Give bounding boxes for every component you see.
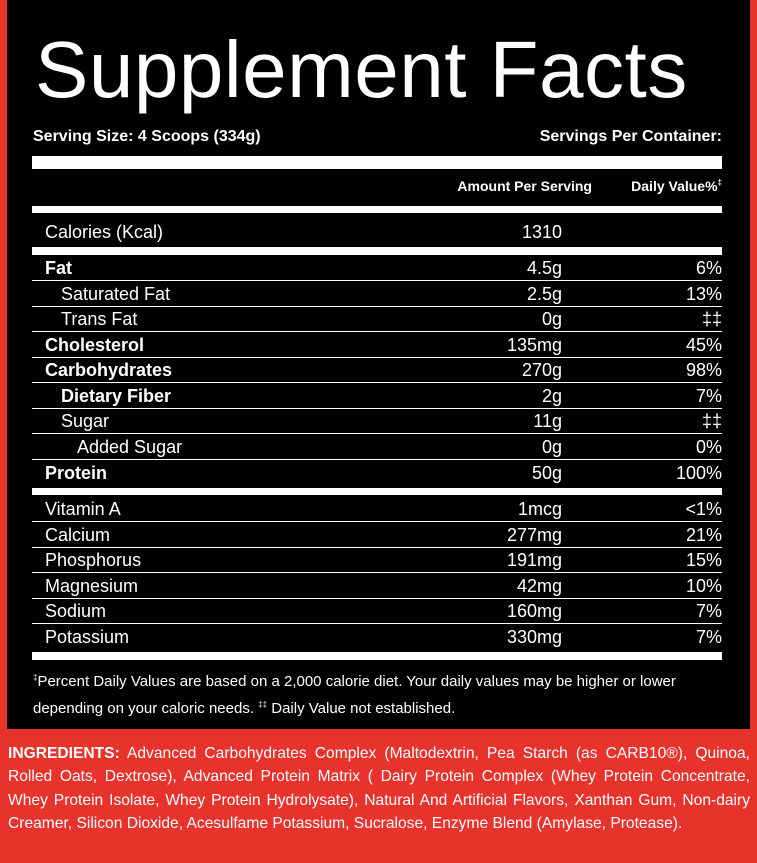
nutrient-name: Carbohydrates [45, 360, 173, 380]
nutrient-row-cholesterol: Cholesterol 135mg 45% [32, 333, 722, 358]
nutrient-dv: 0% [695, 437, 722, 457]
ingredients-text: Advanced Carbohydrates Complex (Maltodex… [8, 745, 750, 833]
nutrient-name: Vitamin A [45, 499, 121, 519]
nutrient-row-trans-fat: Trans Fat 0g ‡‡ [32, 307, 722, 332]
bottom-divider [32, 652, 722, 660]
nutrient-name: Potassium [45, 627, 130, 647]
nutrient-row-calcium: Calcium 277mg 21% [32, 523, 722, 548]
supplement-facts-panel: Supplement Facts Serving Size: 4 Scoops … [7, 0, 750, 729]
calories-divider [32, 247, 722, 255]
nutrient-name: Saturated Fat [61, 284, 171, 304]
nutrient-name: Phosphorus [45, 550, 142, 570]
nutrient-amount: 42mg [516, 576, 562, 596]
nutrient-amount: 4.5g [526, 258, 562, 278]
nutrient-row-potassium: Potassium 330mg 7% [32, 625, 722, 650]
nutrient-amount: 1310 [521, 222, 562, 242]
nutrient-amount: 270g [521, 360, 562, 380]
nutrient-dv: ‡‡ [701, 309, 722, 329]
nutrient-amount: 135mg [506, 335, 562, 355]
nutrient-dv: 45% [685, 335, 722, 355]
nutrient-amount: 1mcg [517, 499, 562, 519]
macros-divider [32, 488, 722, 495]
calories-row: Calories (Kcal) 1310 [32, 220, 722, 245]
nutrient-row-magnesium: Magnesium 42mg 10% [32, 574, 722, 599]
nutrient-amount: 191mg [506, 550, 562, 570]
nutrient-amount: 50g [531, 463, 562, 483]
nutrient-row-protein: Protein 50g 100% [32, 461, 722, 486]
nutrient-row-vitamin-a: Vitamin A 1mcg <1% [32, 497, 722, 522]
nutrient-row-fat: Fat 4.5g 6% [32, 256, 722, 281]
nutrient-name: Protein [45, 463, 108, 483]
nutrient-row-sugar: Sugar 11g ‡‡ [32, 409, 722, 434]
thick-divider [32, 156, 722, 169]
nutrient-amount: 2.5g [526, 284, 562, 304]
nutrient-amount: 160mg [506, 601, 562, 621]
nutrient-amount: 277mg [506, 525, 562, 545]
nutrient-row-sodium: Sodium 160mg 7% [32, 599, 722, 624]
nutrient-name: Trans Fat [61, 309, 138, 329]
nutrient-name: Cholesterol [45, 335, 145, 355]
nutrient-row-carbohydrates: Carbohydrates 270g 98% [32, 358, 722, 383]
nutrient-amount: 0g [541, 309, 562, 329]
nutrient-dv: 21% [685, 525, 722, 545]
nutrient-name: Added Sugar [77, 437, 183, 457]
nutrient-row-saturated-fat: Saturated Fat 2.5g 13% [32, 282, 722, 307]
nutrient-name: Magnesium [45, 576, 139, 596]
nutrient-dv: ‡‡ [701, 411, 722, 431]
nutrient-dv: 98% [685, 360, 722, 380]
nutrient-dv: 6% [695, 258, 722, 278]
ingredients-list: INGREDIENTS: Advanced Carbohydrates Comp… [8, 742, 750, 836]
nutrient-row-added-sugar: Added Sugar 0g 0% [32, 435, 722, 460]
nutrient-amount: 0g [541, 437, 562, 457]
nutrient-dv: 100% [675, 463, 722, 483]
nutrient-amount: 11g [533, 411, 562, 431]
panel-title: Supplement Facts [35, 25, 688, 114]
nutrient-dv: 15% [685, 550, 722, 570]
nutrient-name: Calories (Kcal) [45, 222, 164, 242]
serving-size: Serving Size: 4 Scoops (334g) [33, 128, 261, 145]
nutrient-row-phosphorus: Phosphorus 191mg 15% [32, 548, 722, 573]
daily-value-column-header: Daily Value%‡ [631, 178, 722, 194]
nutrient-dv: 7% [695, 386, 722, 406]
nutrient-dv: 7% [695, 627, 722, 647]
ingredients-label: INGREDIENTS: [8, 745, 120, 762]
amount-column-header: Amount Per Serving [457, 178, 592, 194]
nutrient-name: Dietary Fiber [61, 386, 172, 406]
servings-per-container: Servings Per Container: [539, 128, 722, 145]
nutrient-name: Sugar [61, 411, 110, 431]
nutrient-row-dietary-fiber: Dietary Fiber 2g 7% [32, 384, 722, 409]
nutrient-name: Fat [45, 258, 72, 278]
nutrient-name: Calcium [45, 525, 111, 545]
nutrient-amount: 330mg [506, 627, 562, 647]
nutrient-dv: <1% [685, 499, 722, 519]
nutrient-name: Sodium [45, 601, 107, 621]
nutrient-amount: 2g [541, 386, 562, 406]
daily-value-footnote: ‡Percent Daily Values are based on a 2,0… [33, 673, 676, 717]
nutrient-dv: 7% [695, 601, 722, 621]
nutrient-dv: 13% [685, 284, 722, 304]
header-divider [32, 206, 722, 213]
nutrient-dv: 10% [685, 576, 722, 596]
